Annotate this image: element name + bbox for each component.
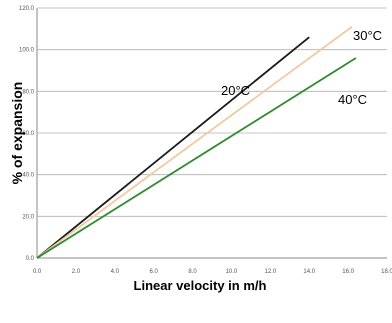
y-axis-title: % of expansion — [9, 82, 25, 185]
x-tick-label: 16.0 — [342, 269, 354, 275]
gridlines — [37, 7, 387, 217]
x-tick-label: 0.0 — [33, 269, 42, 275]
x-tick-label: 2.0 — [72, 269, 81, 275]
series-lines — [36, 26, 357, 259]
series-line-40c — [36, 57, 357, 259]
x-tick-label: 6.0 — [149, 269, 158, 275]
y-tick-label: 60.0 — [22, 131, 34, 137]
y-tick-label: 0.0 — [26, 256, 35, 262]
x-axis-title: Linear velocity in m/h — [134, 278, 267, 293]
x-tick-label: 4.0 — [111, 269, 120, 275]
x-tick-label: 10.0 — [226, 269, 238, 275]
series-label-40c: 40°C — [338, 92, 367, 107]
y-tick-label: 120.0 — [19, 6, 35, 12]
y-tick-label: 20.0 — [22, 214, 34, 220]
series-label-30c: 30°C — [353, 28, 382, 43]
series-label-20c: 20°C — [221, 83, 250, 98]
y-tick-labels: 0.0 20.0 40.0 60.0 80.0 100.0 120.0 — [19, 6, 35, 262]
y-tick-label: 40.0 — [22, 173, 34, 179]
x-tick-labels: 0.0 2.0 4.0 6.0 8.0 10.0 12.0 14.0 16.0 18.0 — [33, 269, 392, 275]
y-tick-label: 80.0 — [22, 89, 34, 95]
x-tick-label: 8.0 — [188, 269, 197, 275]
x-tick-label: 12.0 — [264, 269, 276, 275]
x-tick-label: 14.0 — [303, 269, 315, 275]
series-line-30c — [36, 26, 353, 259]
y-tick-label: 100.0 — [19, 48, 35, 54]
x-tick-label: 18.0 — [381, 269, 392, 275]
series-line-20c — [36, 36, 310, 259]
